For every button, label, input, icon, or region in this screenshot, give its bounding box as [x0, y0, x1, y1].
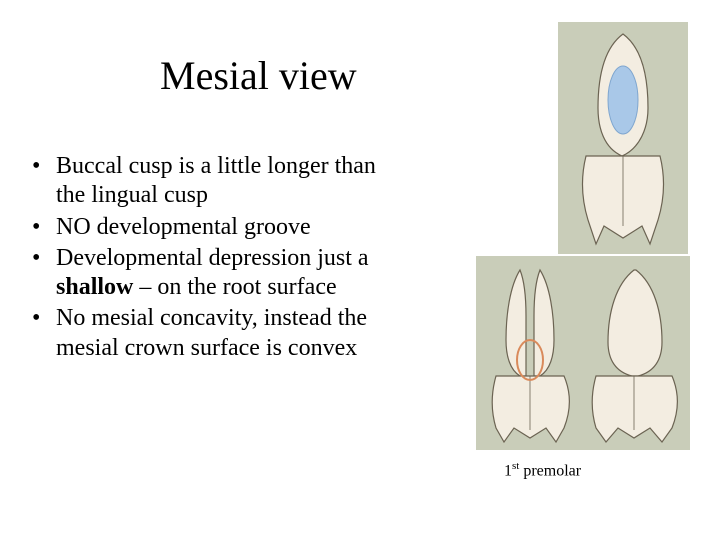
bullet-3-tail: – on the root surface	[133, 274, 336, 300]
tooth-br-crown	[592, 376, 677, 442]
figure-bottom	[476, 256, 690, 450]
bullet-4: No mesial concavity, instead the mesial …	[28, 304, 468, 363]
caption-rest: premolar	[519, 462, 581, 479]
tooth-bottom-svg	[476, 256, 690, 450]
tooth-bl-crown	[492, 376, 569, 442]
bullet-2-text: NO developmental groove	[56, 214, 311, 240]
bullet-1-line1: Buccal cusp is a little longer than	[56, 153, 376, 179]
bullet-list: Buccal cusp is a little longer than the …	[28, 152, 468, 365]
figure-top	[558, 22, 688, 254]
page-title: Mesial view	[160, 52, 357, 99]
bullet-4-line2: mesial crown surface is convex	[56, 335, 357, 361]
tooth-br-root	[608, 270, 662, 376]
bullet-4-line1: No mesial concavity, instead the	[56, 305, 367, 331]
tooth-top-svg	[558, 22, 688, 254]
bullet-3-bold: shallow	[56, 274, 133, 300]
caption: 1st premolar	[504, 460, 581, 480]
bullet-1-line2: the lingual cusp	[56, 182, 208, 208]
bullet-3-line1: Developmental depression just a	[56, 245, 369, 271]
caption-ord: 1	[504, 462, 512, 479]
tooth-top-highlight	[608, 66, 638, 134]
bullet-1: Buccal cusp is a little longer than the …	[28, 152, 468, 211]
bullet-3: Developmental depression just a shallow …	[28, 244, 468, 303]
bullet-2: NO developmental groove	[28, 213, 468, 242]
